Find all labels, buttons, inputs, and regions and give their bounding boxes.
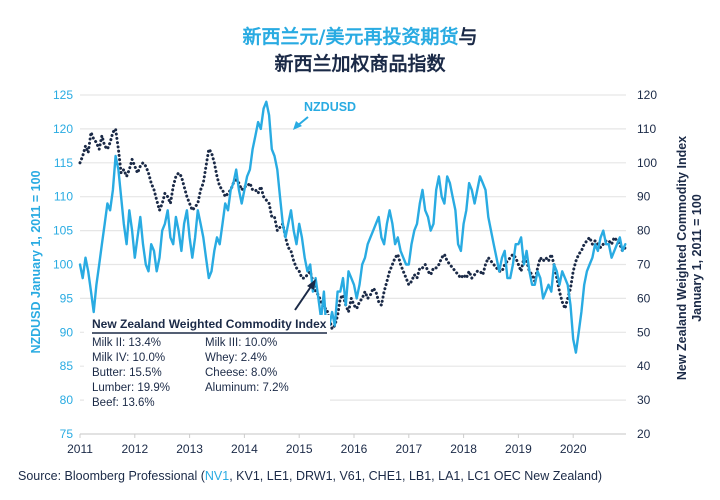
series-line-commodity-index [78,127,627,331]
y-right-tick-label: 50 [637,325,651,339]
y-axis-left: 75 80 85 90 95 100 105 110 115 120 125 [53,88,73,441]
y-right-tick-label: 100 [637,156,657,170]
y-left-tick-label: 80 [60,393,74,407]
title-rest: 与 [458,26,478,48]
x-tick-label: 2012 [121,442,148,456]
y-left-tick-label: 120 [53,122,73,136]
x-tick-label: 2017 [395,442,422,456]
legend-entry: Lumber: 19.9% [92,382,170,394]
y-right-tick-label: 60 [637,291,651,305]
legend-entry: Beef: 13.6% [92,397,155,409]
y-left-tick-label: 95 [60,291,74,305]
commodity-legend-box: New Zealand Weighted Commodity Index Mil… [84,315,330,409]
y-left-tick-label: 115 [54,156,73,170]
chart-title-line2: 新西兰加权商品指数 [274,53,446,75]
y-right-tick-label: 30 [637,393,651,407]
legend-entry: Butter: 15.5% [92,367,162,379]
y-axis-right: 20 30 40 50 60 70 80 90 100 110 120 [637,88,657,441]
y-left-tick-label: 100 [53,258,73,272]
x-tick-label: 2013 [176,442,203,456]
commodity-annotation-arrow [294,279,316,311]
x-tick-label: 2018 [450,442,477,456]
legend-entry: Milk II: 13.4% [92,337,161,349]
x-tick-label: 2020 [560,442,587,456]
y-left-tick-label: 110 [54,190,73,204]
gridlines [80,94,626,435]
y-axis-right-label-line2: January 1, 2011 = 100 [690,194,704,322]
legend-entry: Aluminum: 7.2% [205,382,289,394]
x-tick-label: 2019 [505,442,532,456]
legend-column-1: Milk II: 13.4% Milk IV: 10.0% Butter: 15.5… [92,337,170,409]
legend-column-2: Milk III: 10.0% Whey: 2.4% Cheese: 8.0% Alu… [205,337,289,394]
source-rest: , KV1, LE1, DRW1, V61, CHE1, LB1, LA1, L… [229,469,603,483]
y-right-tick-label: 90 [637,190,651,204]
title-highlight: 新西兰元/美元再投资期货 [242,26,459,48]
legend-entry: Whey: 2.4% [205,352,267,364]
y-left-tick-label: 85 [60,359,74,373]
y-left-tick-label: 105 [53,224,73,238]
y-right-tick-label: 110 [637,122,656,136]
y-right-tick-label: 70 [637,258,651,272]
x-tick-label: 2014 [231,442,258,456]
legend-entry: Milk IV: 10.0% [92,352,165,364]
x-tick-label: 2016 [341,442,368,456]
series-layer [78,100,627,354]
source-prefix: Source: Bloomberg Professional ( [18,469,205,483]
series-line-nzdusd [78,100,627,354]
x-axis: 2011 2012 2013 2014 2015 2016 2017 2018 2019 2020 [67,434,587,456]
legend-entry: Cheese: 8.0% [205,367,277,379]
source-note: Source: Bloomberg Professional (NV1, KV1… [18,469,602,483]
x-tick-label: 2015 [286,442,313,456]
chart-title-line1: 新西兰元/美元再投资期货与 [0,24,720,51]
legend-title: New Zealand Weighted Commodity Index [92,317,327,331]
y-right-tick-label: 40 [637,359,651,373]
y-axis-left-label: NZDUSD January 1, 2011 = 100 [29,170,43,353]
y-right-tick-label: 120 [637,88,657,102]
legend-entry: Milk III: 10.0% [205,337,277,349]
y-left-tick-label: 75 [60,427,74,441]
y-right-tick-label: 80 [637,224,651,238]
x-tick-label: 2011 [67,442,93,456]
y-left-tick-label: 125 [53,88,73,102]
nzdusd-annotation: NZDUSD [304,100,356,114]
y-left-tick-label: 90 [60,325,74,339]
y-right-tick-label: 20 [637,427,651,441]
source-highlight: NV1 [204,469,230,483]
nzdusd-annotation-arrow [293,116,309,130]
y-axis-right-label-line1: New Zealand Weighted Commodity Index [675,136,689,380]
